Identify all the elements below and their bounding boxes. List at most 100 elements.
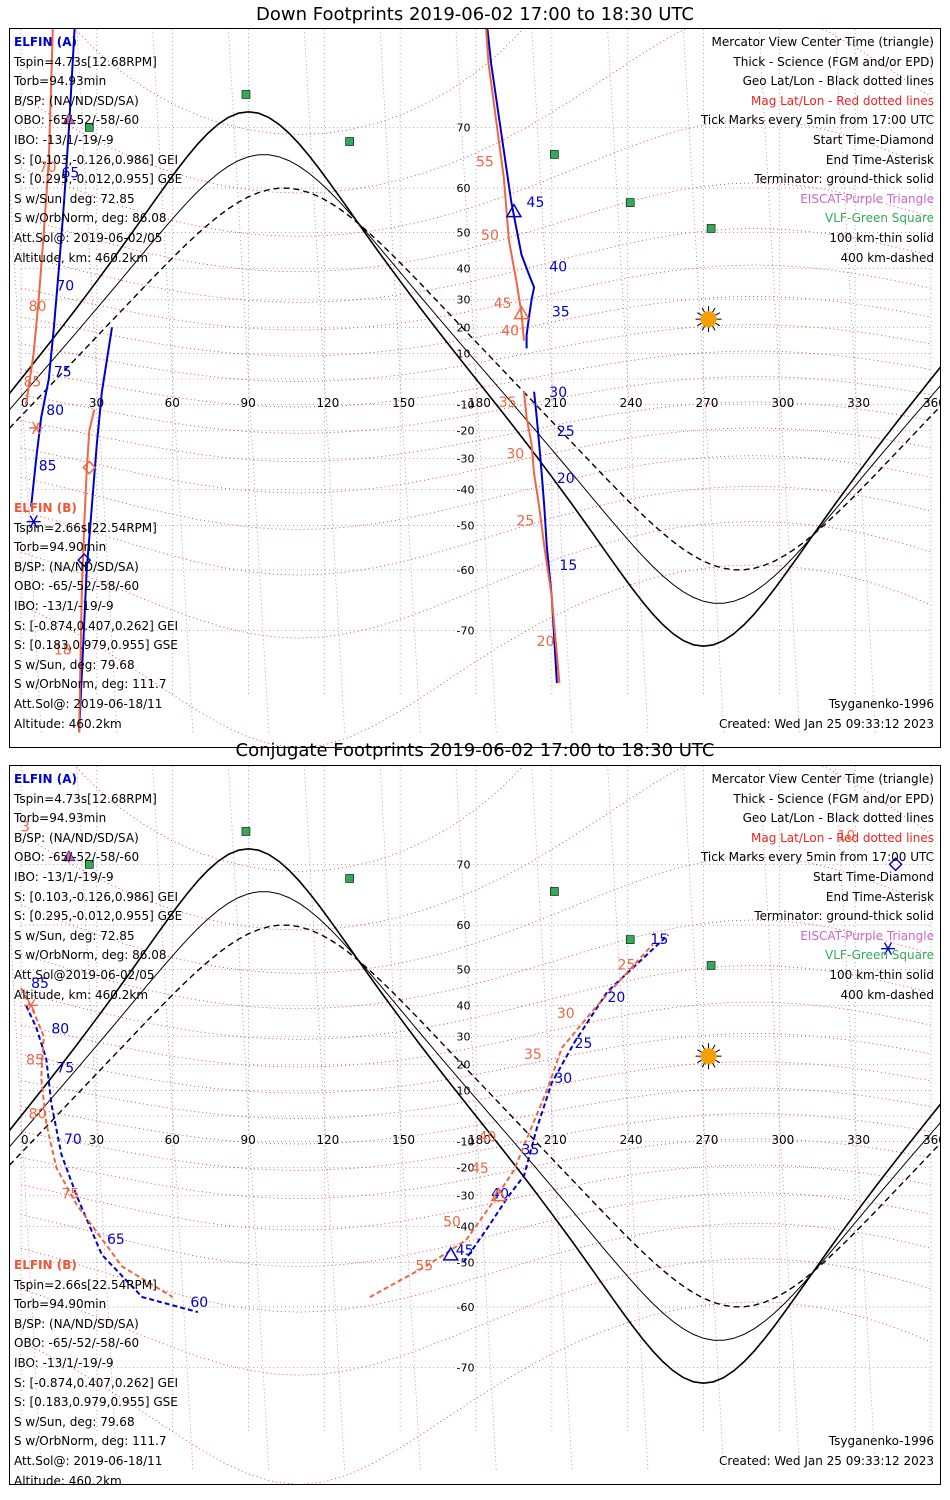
panel1-title: Down Footprints 2019-06-02 17:00 to 18:3… bbox=[256, 4, 694, 25]
mag-lon-line bbox=[531, 766, 573, 1470]
mag-lat-line bbox=[20, 1164, 932, 1231]
info-line: OBO: -65/-52/-58/-60 bbox=[14, 579, 140, 594]
satellite-name: ELFIN (A) bbox=[14, 772, 77, 786]
sun-ray bbox=[715, 1049, 721, 1053]
lat-tick-label: -40 bbox=[457, 1221, 475, 1234]
track-tick-label: 45 bbox=[471, 1161, 489, 1177]
info-line: Tspin=2.66s[22.54RPM] bbox=[14, 520, 157, 535]
sat-a-info: ELFIN (A) Tspin=4.73s[12.68RPM] Torb=94.93… bbox=[14, 33, 182, 268]
vlf-site-square bbox=[345, 137, 354, 146]
lat-tick-label: 30 bbox=[457, 1030, 471, 1043]
lat-tick-label: 70 bbox=[457, 858, 471, 871]
lat-tick-label: 10 bbox=[457, 1085, 471, 1098]
terminator-curve bbox=[10, 891, 940, 1341]
legend-item: VLF-Green Square bbox=[825, 211, 934, 226]
sun-ray bbox=[715, 322, 721, 327]
sun-ray bbox=[712, 1044, 716, 1050]
lon-tick-label: 300 bbox=[771, 396, 794, 410]
sun-ray bbox=[697, 1049, 702, 1053]
track-tick-label: 50 bbox=[481, 228, 499, 244]
track-tick-label: 85 bbox=[39, 459, 57, 475]
terminator-curve bbox=[10, 187, 940, 571]
info-line: Altitude: 460.2km bbox=[14, 716, 122, 731]
track-tick-label: 40 bbox=[501, 323, 519, 339]
eiscat-site-triangle bbox=[62, 850, 76, 862]
legend-item: 400 km-dashed bbox=[840, 250, 934, 265]
info-line: Tspin=4.73s[12.68RPM] bbox=[14, 54, 157, 69]
satellite-track bbox=[78, 327, 113, 733]
satellite-track bbox=[485, 29, 525, 341]
info-line: Torb=94.90min bbox=[14, 540, 107, 555]
mag-lat-line bbox=[20, 264, 932, 331]
center-time-triangle bbox=[442, 1246, 460, 1261]
track-tick-label: 15 bbox=[650, 932, 668, 948]
track-tick-label: 10 bbox=[837, 828, 855, 844]
track-tick-label: 20 bbox=[557, 471, 575, 487]
track-tick-label: 30 bbox=[506, 447, 524, 463]
track-tick-label: 45 bbox=[456, 1243, 474, 1259]
sun-ray bbox=[701, 307, 705, 313]
mag-lat-line bbox=[20, 427, 932, 494]
lon-tick-label: 360 bbox=[923, 396, 940, 410]
lat-tick-label: 50 bbox=[457, 226, 471, 239]
sat-a-info: ELFIN (A) Tspin=4.73s[12.68RPM] Torb=94.93… bbox=[14, 770, 182, 1005]
vlf-site-square bbox=[550, 887, 559, 896]
legend-item: Start Time-Diamond bbox=[812, 869, 934, 884]
sun-ray bbox=[715, 1059, 721, 1064]
track-tick-label: 35 bbox=[524, 1047, 542, 1063]
info-line: S w/Sun, deg: 79.68 bbox=[14, 657, 135, 672]
track-tick-label: 75 bbox=[61, 1187, 79, 1203]
track-tick-label: 40 bbox=[549, 260, 567, 276]
lon-tick-label: 90 bbox=[241, 1133, 256, 1147]
info-line: Att.Sol@2019-06-02/05 bbox=[14, 967, 155, 982]
lon-tick-label: 60 bbox=[165, 396, 180, 410]
lon-tick-label: 240 bbox=[620, 396, 643, 410]
info-line: S w/OrbNorm, deg: 86.08 bbox=[14, 211, 167, 226]
track-tick-label: 30 bbox=[557, 1006, 575, 1022]
track-tick-label: 15 bbox=[559, 558, 577, 574]
info-line: S: [0.103,-0.126,0.986] GEI bbox=[14, 152, 179, 167]
track-tick-label: 25 bbox=[516, 514, 534, 530]
legend-item: Tick Marks every 5min from 17:00 UTC bbox=[700, 113, 934, 128]
info-line: Att.Sol@: 2019-06-18/11 bbox=[14, 1453, 163, 1468]
lon-tick-label: 150 bbox=[392, 396, 415, 410]
track-tick-label: 75 bbox=[54, 364, 72, 380]
info-line: IBO: -13/1/-19/-9 bbox=[14, 598, 114, 613]
legend-item: Mag Lat/Lon - Red dotted lines bbox=[750, 93, 934, 108]
center-time-triangle bbox=[490, 1187, 508, 1202]
track-tick-label: 60 bbox=[84, 29, 102, 30]
track-tick-label: 80 bbox=[29, 1107, 47, 1123]
info-line: OBO: -65/-52/-58/-60 bbox=[14, 1336, 140, 1351]
vlf-site-square bbox=[84, 123, 94, 132]
lon-tick-label: 150 bbox=[392, 1133, 415, 1147]
sat-b-info: ELFIN (B) Tspin=2.66s[22.54RPM] Torb=94.90… bbox=[14, 1256, 178, 1491]
eiscat-site-triangle bbox=[62, 113, 76, 125]
info-line: B/SP: (NA/ND/SD/SA) bbox=[14, 1316, 139, 1331]
panel2-title: Conjugate Footprints 2019-06-02 17:00 to… bbox=[235, 740, 715, 761]
lat-tick-label: -50 bbox=[457, 520, 475, 533]
track-tick-label: 50 bbox=[443, 1215, 461, 1231]
info-line: S w/Sun, deg: 79.68 bbox=[14, 1414, 135, 1429]
legend-item: End Time-Asterisk bbox=[825, 152, 934, 167]
legend: Mercator View Center Time (triangle) Thic… bbox=[701, 770, 934, 1005]
legend-item: Terminator: ground-thick solid bbox=[754, 909, 934, 924]
satellite-track bbox=[20, 987, 174, 1298]
sun-ray bbox=[697, 1059, 702, 1064]
legend-item: Terminator: ground-thick solid bbox=[754, 172, 934, 187]
mag-lat-line bbox=[20, 1301, 932, 1484]
satellite-track bbox=[25, 1004, 199, 1314]
vlf-site-square bbox=[345, 874, 354, 883]
satellite-track bbox=[486, 29, 536, 349]
info-line: S: [-0.874,0.407,0.262] GEI bbox=[14, 618, 179, 633]
legend-item: EISCAT-Purple Triangle bbox=[800, 191, 934, 206]
lat-tick-label: -70 bbox=[457, 625, 475, 638]
lon-tick-label: 210 bbox=[544, 1133, 567, 1147]
info-line: B/SP: (NA/ND/SD/SA) bbox=[14, 559, 139, 574]
legend-item: Mag Lat/Lon - Red dotted lines bbox=[750, 830, 934, 845]
mag-lat-line bbox=[20, 119, 932, 237]
lon-tick-label: 270 bbox=[696, 396, 719, 410]
sun-ray bbox=[715, 312, 721, 316]
track-tick-label: 25 bbox=[557, 424, 575, 440]
info-line: Tspin=2.66s[22.54RPM] bbox=[14, 1277, 157, 1292]
lat-tick-label: 40 bbox=[457, 262, 471, 275]
